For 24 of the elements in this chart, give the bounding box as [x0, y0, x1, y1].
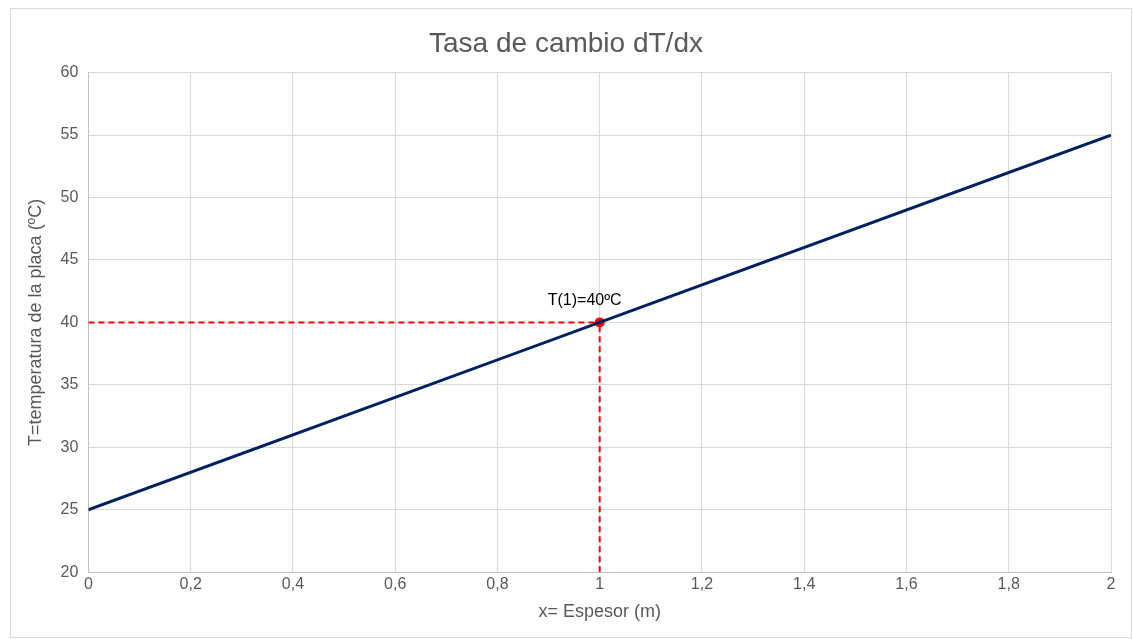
x-tick-label: 0,8 [486, 575, 509, 593]
y-tick-label: 40 [60, 312, 79, 330]
y-tick-label: 30 [60, 437, 79, 455]
y-tick-label: 45 [60, 250, 79, 268]
y-tick-label: 20 [60, 562, 79, 580]
x-axis-title: x= Espesor (m) [538, 601, 661, 622]
x-tick-label: 1,8 [997, 575, 1020, 593]
y-tick-label: 60 [60, 63, 79, 81]
y-tick-label: 50 [60, 187, 79, 205]
x-tick-label: 1,4 [793, 575, 816, 593]
y-tick-label: 55 [60, 125, 79, 143]
x-tick-label: 2 [1106, 575, 1116, 593]
x-tick-label: 0,2 [179, 575, 202, 593]
x-tick-label: 0 [83, 575, 93, 593]
chart-title: Tasa de cambio dT/dx [429, 26, 703, 58]
y-axis-title: T=temperatura de la placa (ºC) [24, 198, 45, 446]
annotation: T(1)=40ºC [547, 290, 622, 308]
y-tick-label: 25 [60, 500, 79, 518]
x-tick-label: 1,6 [895, 575, 918, 593]
x-tick-label: 1,2 [690, 575, 714, 593]
x-tick-label: 0,6 [384, 575, 407, 593]
y-tick-label: 35 [60, 375, 79, 393]
x-tick-label: 0,4 [281, 575, 305, 593]
x-tick-label: 1 [595, 575, 605, 593]
